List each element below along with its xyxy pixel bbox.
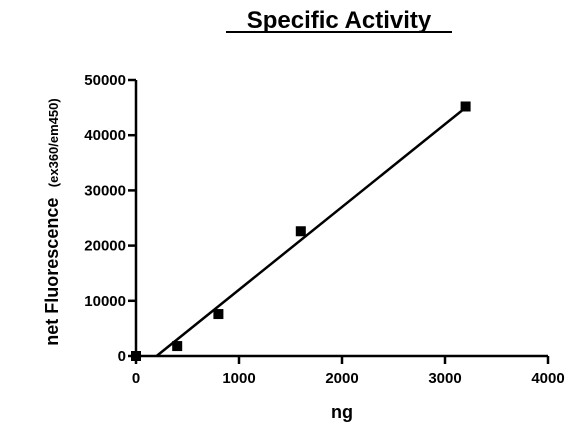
data-points [131, 101, 471, 361]
regression-line [155, 106, 467, 357]
data-point [131, 351, 141, 361]
x-tick-label: 0 [132, 370, 140, 387]
y-tick-label: 50000 [84, 72, 126, 89]
y-tick-label: 0 [118, 348, 126, 365]
y-axis-ticks: 0 10000 20000 30000 40000 50000 [84, 72, 136, 365]
data-point [213, 309, 224, 320]
y-axis-label: net Fluorescence (ex360/em450) [42, 98, 62, 345]
data-point [460, 101, 471, 112]
y-tick-label: 20000 [84, 238, 126, 255]
x-axis-ticks: 0 1000 2000 3000 4000 [132, 356, 565, 387]
x-axis-label: ng [331, 402, 353, 422]
x-tick-label: 4000 [531, 370, 564, 387]
x-tick-label: 2000 [325, 370, 358, 387]
svg-text:net Fluorescence (ex36: net Fluorescence (ex360/em450) [42, 98, 62, 345]
data-point [295, 226, 306, 237]
y-tick-label: 10000 [84, 293, 126, 310]
y-axis-label-unit: (ex360/em450) [46, 98, 61, 187]
data-point [172, 341, 183, 352]
chart-title: Specific Activity [247, 7, 432, 34]
y-axis-label-main: net Fluorescence [42, 198, 62, 346]
x-tick-label: 3000 [428, 370, 461, 387]
y-tick-label: 30000 [84, 182, 126, 199]
x-tick-label: 1000 [222, 370, 255, 387]
y-tick-label: 40000 [84, 127, 126, 144]
